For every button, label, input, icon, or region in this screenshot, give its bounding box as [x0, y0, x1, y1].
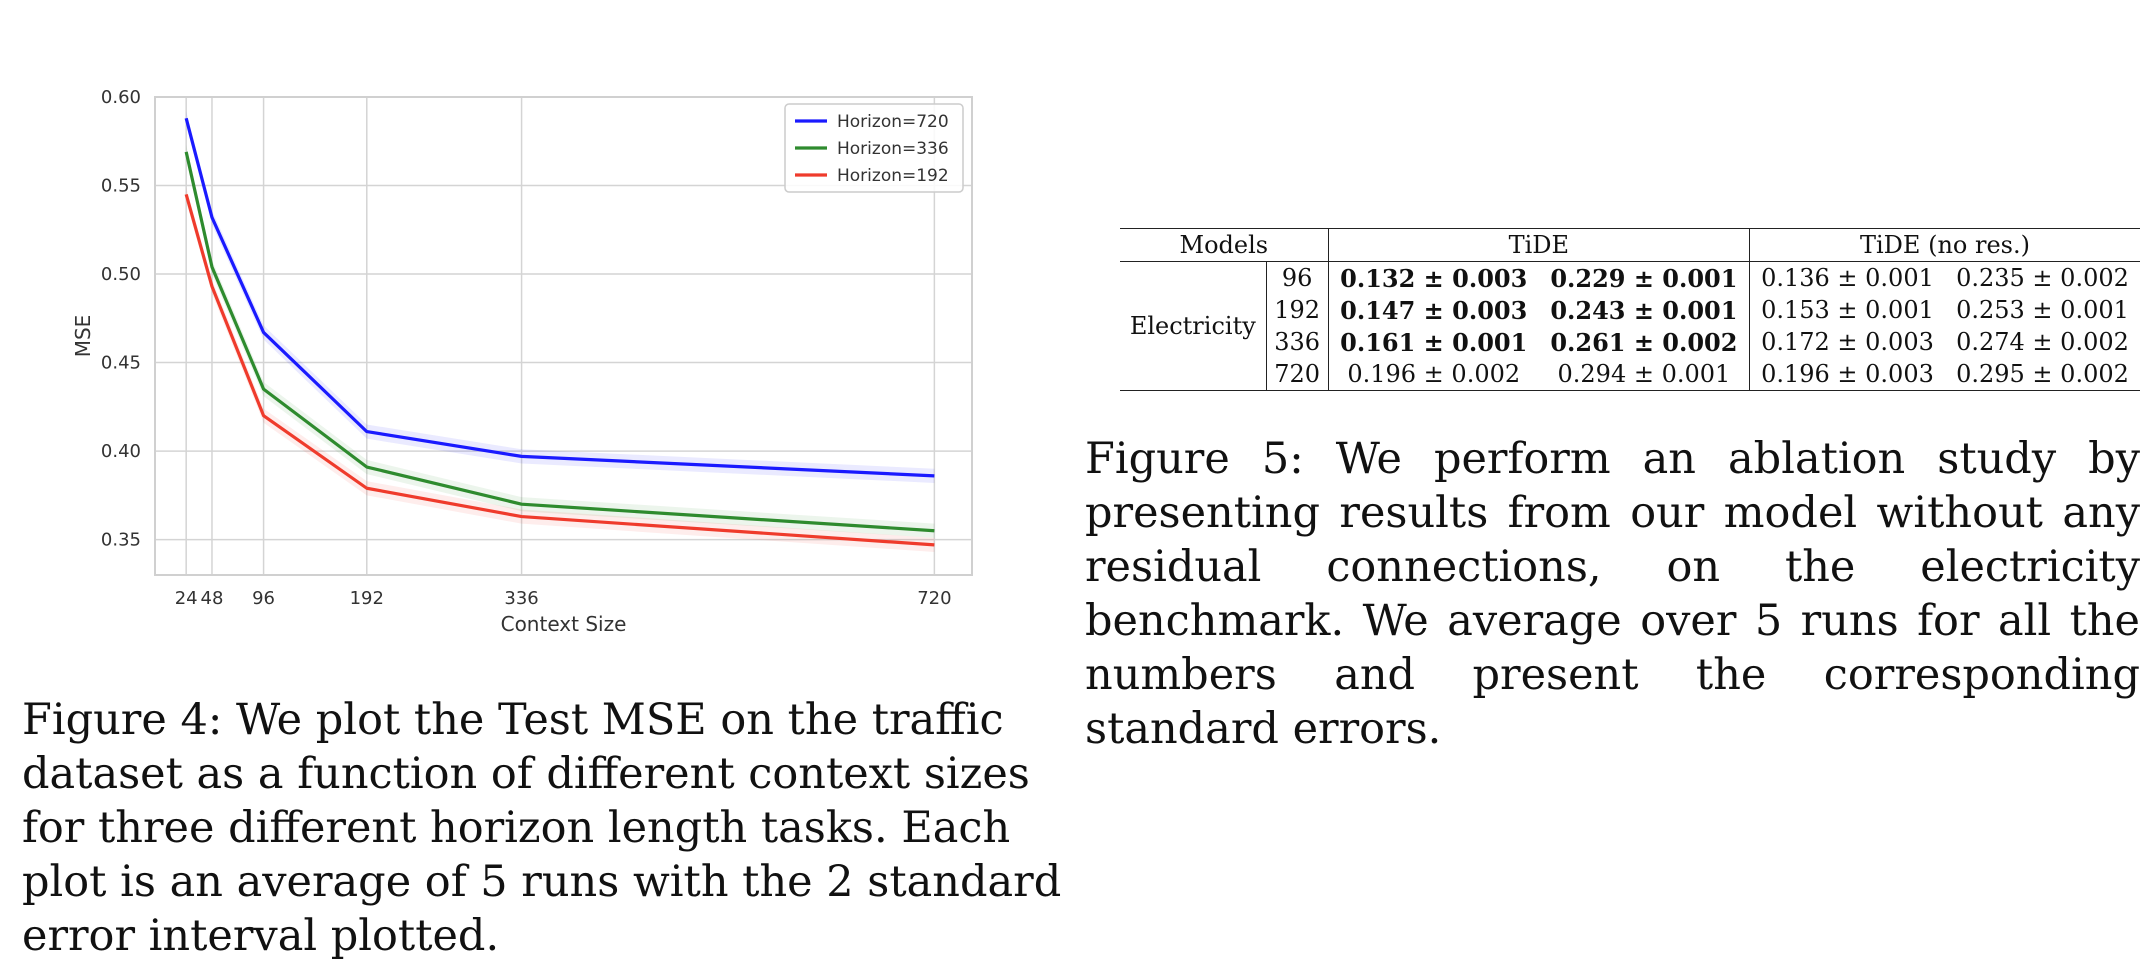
- mse-context-size-chart: 0.35 0.40 0.45 0.50 0.55 0.60 24 48 96 192 336 720…: [71, 87, 973, 636]
- legend-entry: Horizon=192: [837, 166, 949, 186]
- table-cell: 0.253 ± 0.001: [1956, 296, 2129, 324]
- y-tick-label: 0.40: [101, 441, 141, 462]
- table-cell: 0.243 ± 0.001: [1538, 294, 1750, 326]
- figure-4-caption: Figure 4: We plot the Test MSE on the tr…: [22, 695, 1062, 961]
- table-cell: 0.196 ± 0.003: [1761, 360, 1934, 388]
- x-axis-label: Context Size: [501, 612, 627, 636]
- table-cell: 0.295 ± 0.002: [1956, 360, 2129, 388]
- x-tick-label: 720: [917, 588, 951, 609]
- plot-frame: [154, 96, 973, 576]
- table-row: 336 0.161 ± 0.001 0.261 ± 0.002 0.172 ± …: [1120, 326, 2140, 358]
- legend-box: [784, 103, 964, 193]
- table-row: 192 0.147 ± 0.003 0.243 ± 0.001 0.153 ± …: [1120, 294, 2140, 326]
- ablation-results-table: Models TiDE TiDE (no res.) Electricity 9…: [1120, 228, 2140, 391]
- series-line: [184, 117, 935, 478]
- table-cell: 0.196 ± 0.002: [1347, 360, 1521, 388]
- series-lines: [184, 117, 935, 547]
- y-tick-label: 0.55: [101, 176, 141, 197]
- x-tick-label: 48: [201, 588, 224, 609]
- table-cell: 0.147 ± 0.003: [1340, 295, 1528, 325]
- table-header-row: Models TiDE TiDE (no res.): [1120, 228, 2140, 262]
- horizon-cell: 720: [1266, 358, 1329, 391]
- x-tick-label: 96: [252, 588, 275, 609]
- table-cell: 0.172 ± 0.003: [1761, 328, 1934, 356]
- models-header: Models: [1120, 228, 1329, 262]
- dataset-cell: Electricity: [1120, 261, 1267, 391]
- y-tick-label: 0.45: [101, 353, 141, 374]
- y-tick-label: 0.60: [101, 87, 141, 108]
- x-tick-label: 192: [350, 588, 384, 609]
- y-tick-labels: 0.35 0.40 0.45 0.50 0.55 0.60: [101, 87, 141, 551]
- table-row: 720 0.196 ± 0.002 0.294 ± 0.001 0.196 ± …: [1120, 358, 2140, 391]
- x-tick-label: 24: [175, 588, 198, 609]
- y-tick-label: 0.50: [101, 264, 141, 285]
- table-cell: 0.153 ± 0.001: [1761, 296, 1934, 324]
- table-cell: 0.229 ± 0.001: [1538, 261, 1750, 294]
- y-tick-label: 0.35: [101, 530, 141, 551]
- x-tick-label: 336: [504, 588, 538, 609]
- chart-legend: Horizon=720 Horizon=336 Horizon=192: [784, 103, 964, 193]
- table-cell: 0.136 ± 0.001: [1761, 264, 1934, 292]
- table-cell: 0.235 ± 0.002: [1956, 264, 2129, 292]
- series-line: [184, 193, 935, 547]
- tide-nores-header: TiDE (no res.): [1860, 231, 2030, 259]
- legend-entry: Horizon=336: [837, 139, 949, 159]
- table-cell: 0.132 ± 0.003: [1340, 263, 1528, 293]
- error-band: [186, 144, 935, 538]
- horizon-cell: 192: [1266, 294, 1329, 326]
- y-axis-label: MSE: [71, 315, 95, 358]
- table-cell: 0.161 ± 0.001: [1340, 327, 1528, 357]
- horizon-cell: 336: [1266, 326, 1329, 358]
- table-cell: 0.274 ± 0.002: [1956, 328, 2129, 356]
- horizon-cell: 96: [1266, 261, 1329, 294]
- legend-entry: Horizon=720: [837, 112, 949, 132]
- series-line: [184, 151, 935, 533]
- x-tick-labels: 24 48 96 192 336 720: [175, 588, 952, 609]
- tide-header: TiDE: [1328, 228, 1750, 262]
- table-row: Electricity 96 0.132 ± 0.003 0.229 ± 0.0…: [1120, 261, 2140, 391]
- table-cell: 0.261 ± 0.002: [1538, 326, 1750, 358]
- figure-5-caption: Figure 5: We perform an ablation study b…: [1085, 434, 2140, 754]
- table-cell: 0.294 ± 0.001: [1538, 358, 1750, 391]
